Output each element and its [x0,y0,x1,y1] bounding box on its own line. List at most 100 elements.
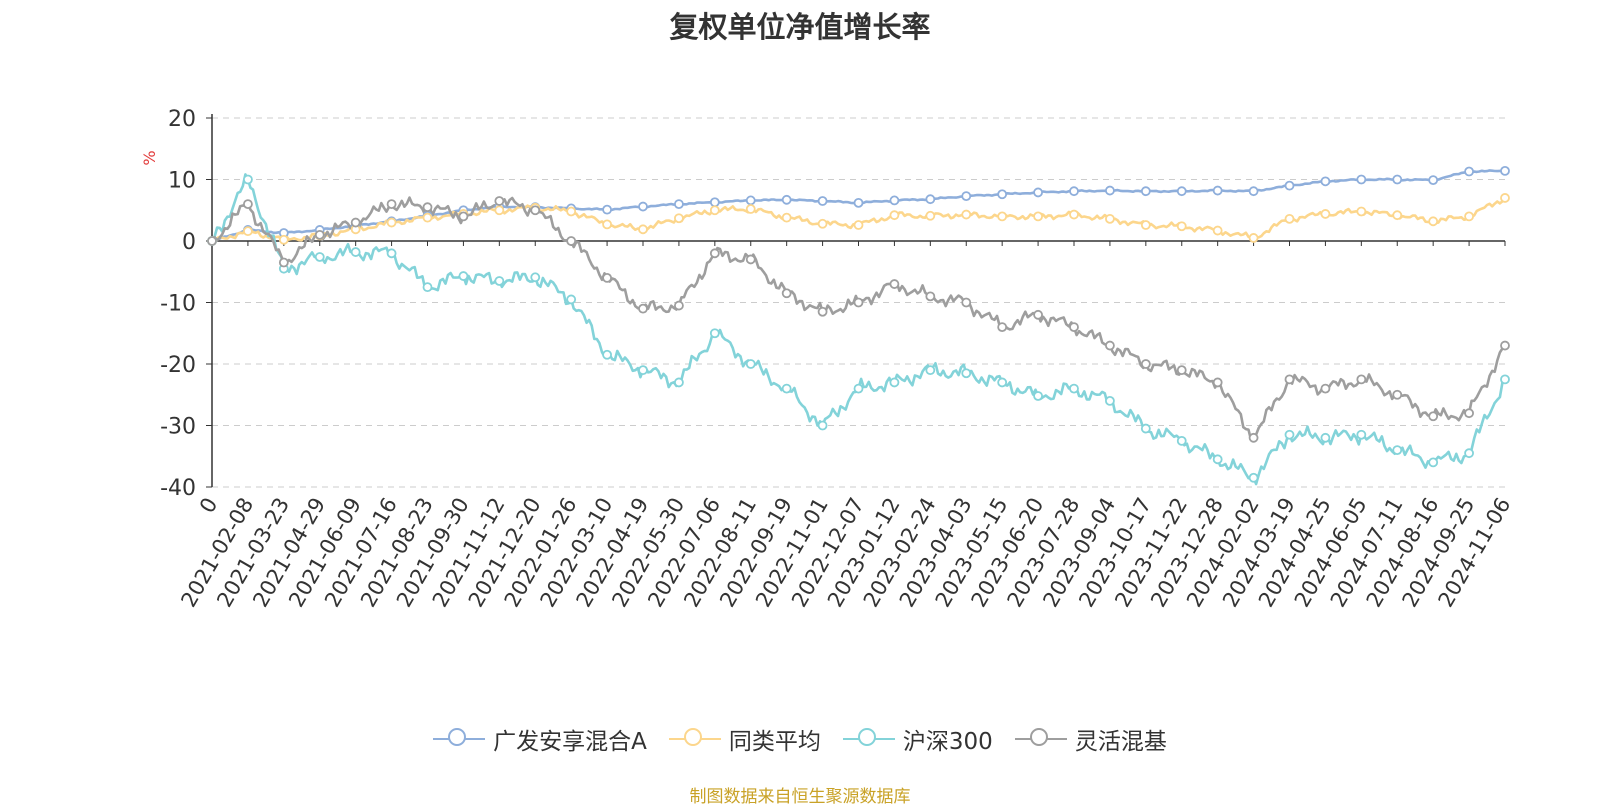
series-point [1464,448,1474,459]
series-point [674,300,684,311]
legend-line-circle-icon [842,727,895,751]
series-point [1033,187,1043,198]
series-point [1464,408,1474,419]
series-point [853,297,864,308]
series-point [1356,374,1367,385]
series-point [1284,180,1295,191]
series-point [1176,365,1187,376]
series-markers [207,165,1510,483]
series-point [961,191,972,202]
series-point [961,297,972,308]
series-point [638,201,648,212]
x-tick-label: 0 [195,494,222,518]
legend-line-circle-icon [433,727,486,751]
series-point [1356,206,1367,217]
legend-item[interactable]: 沪深300 [842,722,993,756]
series-lines [210,169,1507,486]
series-point [1320,383,1331,394]
series-point [1320,432,1331,443]
legend-label: 灵活混基 [1074,729,1167,755]
legend-item[interactable]: 灵活混基 [1014,722,1167,756]
series-point [1248,233,1259,243]
series-point [566,236,577,246]
series-point [997,211,1008,222]
series-point [314,252,325,262]
series-point [817,306,828,317]
series-point [1428,175,1439,186]
series-point [1428,457,1439,468]
series-point [817,196,828,206]
series-point [1392,389,1403,400]
series-point [1140,359,1151,369]
series-point [1464,211,1474,222]
series-point [1320,176,1331,187]
series-point [709,205,720,216]
series-point [1033,309,1043,320]
legend-item[interactable]: 同类平均 [668,722,821,756]
series-point [458,211,469,222]
series-point [1284,213,1295,224]
series-point [530,205,541,216]
series-point [745,254,756,265]
series-point [1392,174,1403,185]
series-point [422,212,433,223]
series-point [1140,423,1151,434]
series-point [889,210,900,221]
series-point [602,204,612,215]
series-point [1105,185,1115,196]
series-point [781,288,792,299]
series-point [817,420,828,431]
series-point [674,213,684,224]
series-point [817,218,828,229]
series-point [1392,445,1403,456]
series-point [207,236,217,246]
series-point [674,199,684,210]
series-point [961,368,972,379]
series-point [494,276,505,286]
series-point [853,383,864,394]
y-tick-label: -10 [160,292,196,317]
source-note: 制图数据来自恒生聚源数据库 [689,787,911,807]
series-point [1284,429,1295,440]
series-point [1140,220,1151,230]
series-point [1248,432,1259,443]
series-point [997,322,1008,333]
series-point [781,194,792,205]
series-point [1105,340,1115,351]
series-point [925,210,936,221]
series-point [1464,166,1474,177]
series-point [278,257,289,268]
series-point [1248,472,1259,483]
series-point [278,234,289,245]
series-point [745,359,756,369]
series-point [961,209,972,220]
legend-label: 广发安享混合A [493,729,647,755]
legend-line-circle-icon [1014,727,1067,751]
series-point [709,197,720,208]
series-point [314,229,325,240]
series-point [1033,391,1043,401]
y-tick-label: -20 [160,353,196,378]
series-point [997,189,1008,200]
series-point [1500,193,1510,203]
series-point [1320,209,1331,219]
series-point [925,365,936,376]
series-point [1033,211,1043,222]
series-point [1428,411,1439,422]
series-point [638,224,648,235]
series-point [745,204,756,214]
series-point [386,217,397,228]
series-point [925,194,936,205]
legend-item[interactable]: 广发安享混合A [433,722,647,756]
series-point [1105,395,1115,406]
series-point [1392,210,1403,221]
series-point [602,219,612,230]
series-point [422,282,433,293]
y-tick-label: -40 [160,476,196,501]
y-tick-label: 20 [168,107,196,132]
series-point [853,197,864,208]
series-point [1356,174,1367,185]
series-point [494,196,505,206]
series-point [386,199,397,210]
